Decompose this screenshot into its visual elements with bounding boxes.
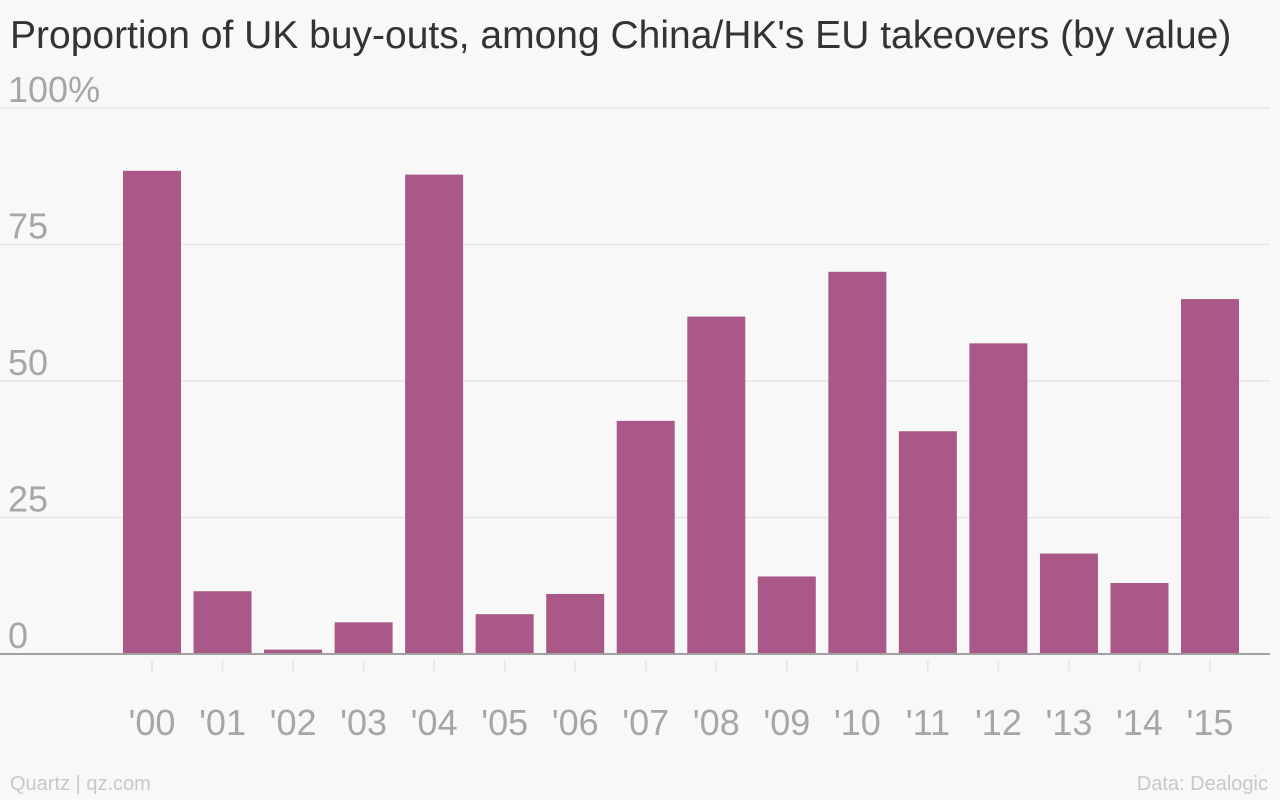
- y-tick-label: 25: [8, 479, 48, 520]
- x-tick-label: '05: [481, 702, 528, 743]
- bar: [969, 343, 1028, 654]
- x-tick-label: '13: [1045, 702, 1092, 743]
- chart-title: Proportion of UK buy-outs, among China/H…: [10, 14, 1232, 57]
- x-tick-label: '03: [340, 702, 387, 743]
- x-tick-label: '10: [834, 702, 881, 743]
- bar: [193, 591, 252, 654]
- x-tick-label: '14: [1116, 702, 1163, 743]
- x-tick-label: '01: [199, 702, 246, 743]
- bar: [1181, 299, 1239, 654]
- bar: [828, 271, 887, 654]
- bar: [264, 649, 323, 654]
- y-tick-label: 50: [8, 342, 48, 383]
- x-tick-label: '09: [763, 702, 810, 743]
- bar: [405, 174, 464, 654]
- y-tick-label: 75: [8, 206, 48, 247]
- x-tick-label: '11: [906, 702, 950, 743]
- y-tick-label: 100%: [8, 69, 100, 110]
- x-tick-label: '02: [270, 702, 317, 743]
- x-tick-label: '12: [975, 702, 1022, 743]
- bar: [898, 431, 957, 654]
- bar: [1110, 583, 1169, 654]
- bar: [123, 170, 181, 655]
- x-tick-label: '08: [693, 702, 740, 743]
- y-tick-label: 0: [8, 615, 28, 656]
- footer-source: Data: Dealogic: [1136, 773, 1268, 795]
- x-tick-label: '04: [411, 702, 458, 743]
- bar: [687, 316, 746, 654]
- bar: [546, 593, 605, 654]
- x-tick-label: '15: [1187, 702, 1234, 743]
- x-tick-label: '07: [622, 702, 669, 743]
- bar: [334, 622, 393, 654]
- bar: [475, 614, 534, 654]
- x-tick-label: '06: [552, 702, 599, 743]
- bar: [616, 420, 675, 654]
- x-tick-label: '00: [129, 702, 176, 743]
- bar: [757, 576, 816, 654]
- bar: [1039, 553, 1098, 654]
- footer-credit: Quartz | qz.com: [10, 773, 151, 795]
